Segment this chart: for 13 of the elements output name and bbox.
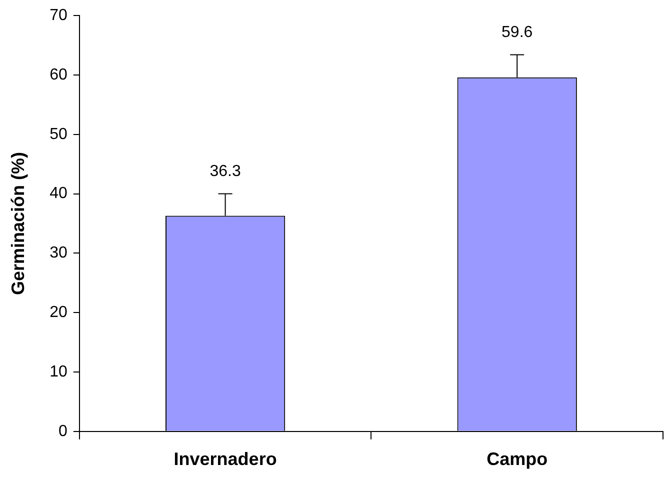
y-tick-label: 0: [58, 422, 68, 440]
y-tick-label: 30: [50, 244, 68, 262]
y-axis-title: Germinación (%): [8, 152, 28, 296]
y-tick-label: 10: [50, 363, 68, 380]
x-tick-label: Invernadero: [174, 449, 277, 470]
x-tick-label: Campo: [486, 449, 548, 470]
y-tick-label: 60: [50, 66, 68, 84]
y-tick-label: 20: [50, 304, 68, 322]
y-tick-label: 50: [50, 126, 68, 143]
y-tick-label: 40: [50, 185, 68, 202]
data-label: 59.6: [502, 24, 533, 42]
y-tick-label: 70: [50, 7, 68, 24]
data-label: 36.3: [210, 163, 241, 180]
